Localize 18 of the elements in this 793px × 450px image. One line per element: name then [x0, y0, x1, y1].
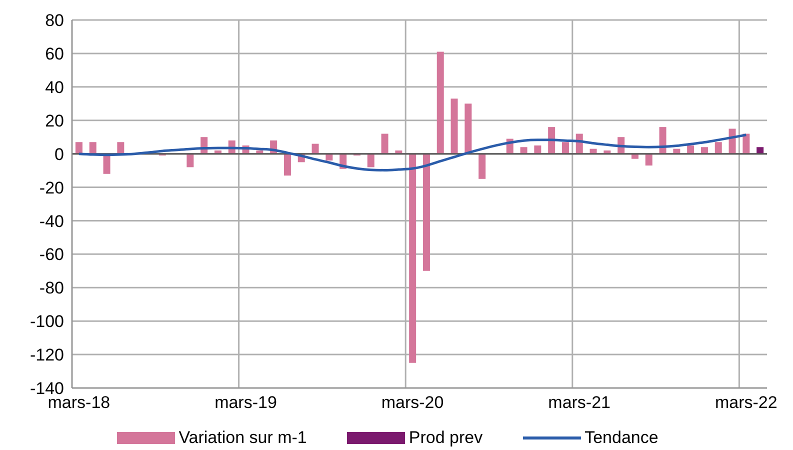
legend-label: Prod prev: [408, 428, 483, 448]
y-tick-label: -20: [39, 178, 64, 198]
x-tick-label: mars-20: [381, 393, 444, 412]
y-tick-label: -40: [39, 212, 64, 231]
x-tick-label: mars-19: [214, 393, 277, 412]
y-tick-label: -80: [39, 278, 64, 298]
y-tick-label: -100: [30, 312, 64, 332]
y-tick-label: 60: [45, 44, 64, 64]
x-tick-label: mars-22: [714, 393, 778, 412]
x-tick-label: mars-21: [548, 393, 611, 412]
y-tick-label: 20: [45, 111, 64, 130]
y-tick-label: 80: [45, 11, 64, 30]
y-tick-label: -120: [30, 346, 64, 365]
y-tick-label: 0: [54, 144, 64, 164]
y-tick-label: 40: [45, 78, 64, 97]
legend-label: Variation sur m-1: [178, 428, 307, 448]
y-tick-label: -60: [39, 245, 64, 264]
legend-label: Tendance: [584, 428, 658, 448]
